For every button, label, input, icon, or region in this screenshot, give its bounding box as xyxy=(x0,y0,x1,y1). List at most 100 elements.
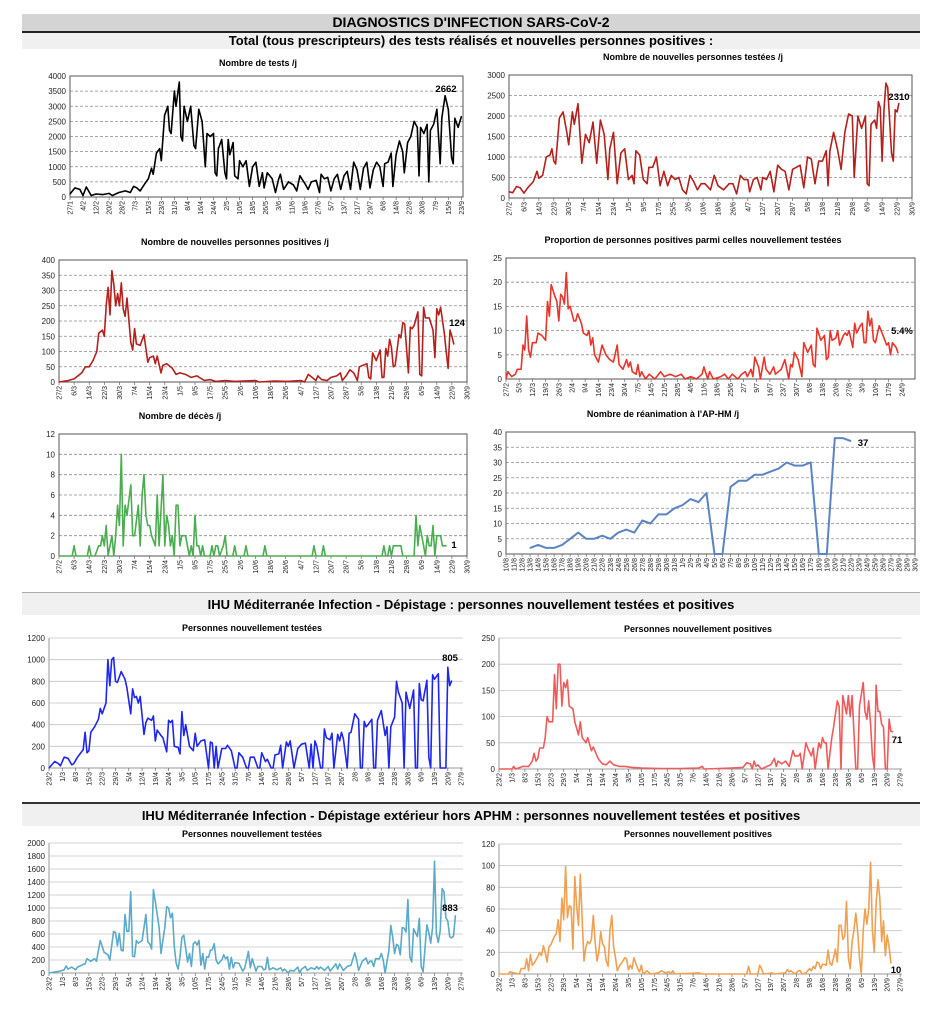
data-point xyxy=(346,965,348,968)
data-point xyxy=(642,178,644,181)
series-line xyxy=(508,82,900,195)
chart-reanimation: Nombre de réanimation à l'AP-HM /j051015… xyxy=(493,409,919,572)
data-point xyxy=(561,705,563,707)
data-point xyxy=(327,176,329,178)
data-point xyxy=(568,705,570,707)
data-point xyxy=(449,685,451,687)
x-tick-label: 26/6 xyxy=(730,202,737,216)
x-tick-label: 23/8 xyxy=(392,977,399,991)
data-point xyxy=(805,972,807,974)
data-point xyxy=(864,908,866,910)
data-point xyxy=(181,936,183,938)
data-point xyxy=(598,758,600,761)
data-point xyxy=(872,339,875,341)
data-point xyxy=(659,767,661,770)
x-tick-label: 2/4 xyxy=(569,383,576,393)
data-point xyxy=(135,695,137,698)
data-point xyxy=(498,768,500,770)
data-point xyxy=(143,733,145,736)
data-point xyxy=(73,378,75,380)
data-point xyxy=(561,296,564,298)
data-point xyxy=(864,115,866,117)
data-point xyxy=(194,514,196,516)
data-point xyxy=(283,968,286,970)
x-tick-label: 30/9 xyxy=(910,202,917,216)
data-point xyxy=(169,545,172,547)
data-point xyxy=(116,292,119,295)
data-point xyxy=(449,329,451,331)
data-point xyxy=(132,185,135,188)
data-point xyxy=(823,963,825,965)
data-point xyxy=(788,378,790,380)
data-point xyxy=(395,943,398,946)
data-point xyxy=(639,154,641,156)
data-point xyxy=(770,471,772,473)
x-tick-label: 3/9 xyxy=(696,558,703,568)
data-point xyxy=(844,332,846,334)
data-point xyxy=(536,170,538,172)
x-tick-label: 5/4 xyxy=(574,773,581,783)
x-tick-label: 9/8 xyxy=(366,977,373,987)
x-tick-label: 12/7 xyxy=(760,202,767,216)
data-point xyxy=(823,334,826,337)
data-point xyxy=(594,940,596,943)
data-point xyxy=(201,120,203,122)
data-point xyxy=(212,132,215,135)
x-tick-label: 6/8 xyxy=(381,201,388,211)
data-point xyxy=(569,538,571,540)
data-point xyxy=(402,321,404,324)
data-point xyxy=(586,334,588,337)
data-point xyxy=(264,968,267,970)
data-point xyxy=(261,965,263,968)
data-point xyxy=(436,535,438,537)
data-point xyxy=(101,329,104,331)
data-point xyxy=(353,161,355,163)
y-tick-label: 1000 xyxy=(48,163,66,172)
data-point xyxy=(169,917,172,919)
data-point xyxy=(751,768,753,770)
data-point xyxy=(409,326,411,328)
data-point xyxy=(152,173,154,175)
data-point xyxy=(641,371,643,373)
x-tick-label: 26/3 xyxy=(556,383,563,397)
series-line xyxy=(529,437,852,555)
data-point xyxy=(810,344,812,346)
data-point xyxy=(226,744,229,746)
last-value-label: 1 xyxy=(451,540,457,551)
data-point xyxy=(93,726,96,728)
data-point xyxy=(527,765,530,767)
y-tick-label: 2500 xyxy=(487,92,505,101)
data-point xyxy=(111,535,113,537)
data-point xyxy=(790,970,792,972)
data-point xyxy=(57,763,60,765)
data-point xyxy=(149,524,151,527)
data-point xyxy=(835,337,837,339)
data-point xyxy=(349,369,351,371)
data-point xyxy=(451,937,453,939)
data-point xyxy=(844,935,846,937)
x-tick-label: 6/9 xyxy=(419,977,426,987)
data-point xyxy=(186,545,189,547)
data-point xyxy=(385,347,387,350)
x-tick-label: 1/9 xyxy=(680,558,687,568)
x-tick-label: 14/8 xyxy=(536,558,543,572)
data-point xyxy=(857,768,859,770)
y-tick-label: 25 xyxy=(493,254,502,263)
data-point xyxy=(601,943,604,945)
data-point xyxy=(145,913,147,916)
data-point xyxy=(803,187,805,189)
data-point xyxy=(875,127,878,129)
data-point xyxy=(261,752,263,754)
data-point xyxy=(509,971,511,973)
data-point xyxy=(133,956,136,958)
data-point xyxy=(708,371,711,373)
x-tick-label: 6/8 xyxy=(807,383,814,393)
x-tick-label: 25/9 xyxy=(872,558,879,572)
data-point xyxy=(875,684,877,686)
data-point xyxy=(234,767,236,769)
data-point xyxy=(698,767,700,769)
data-point xyxy=(416,767,419,769)
data-point xyxy=(430,545,432,547)
data-point xyxy=(786,461,788,464)
data-point xyxy=(213,767,215,769)
